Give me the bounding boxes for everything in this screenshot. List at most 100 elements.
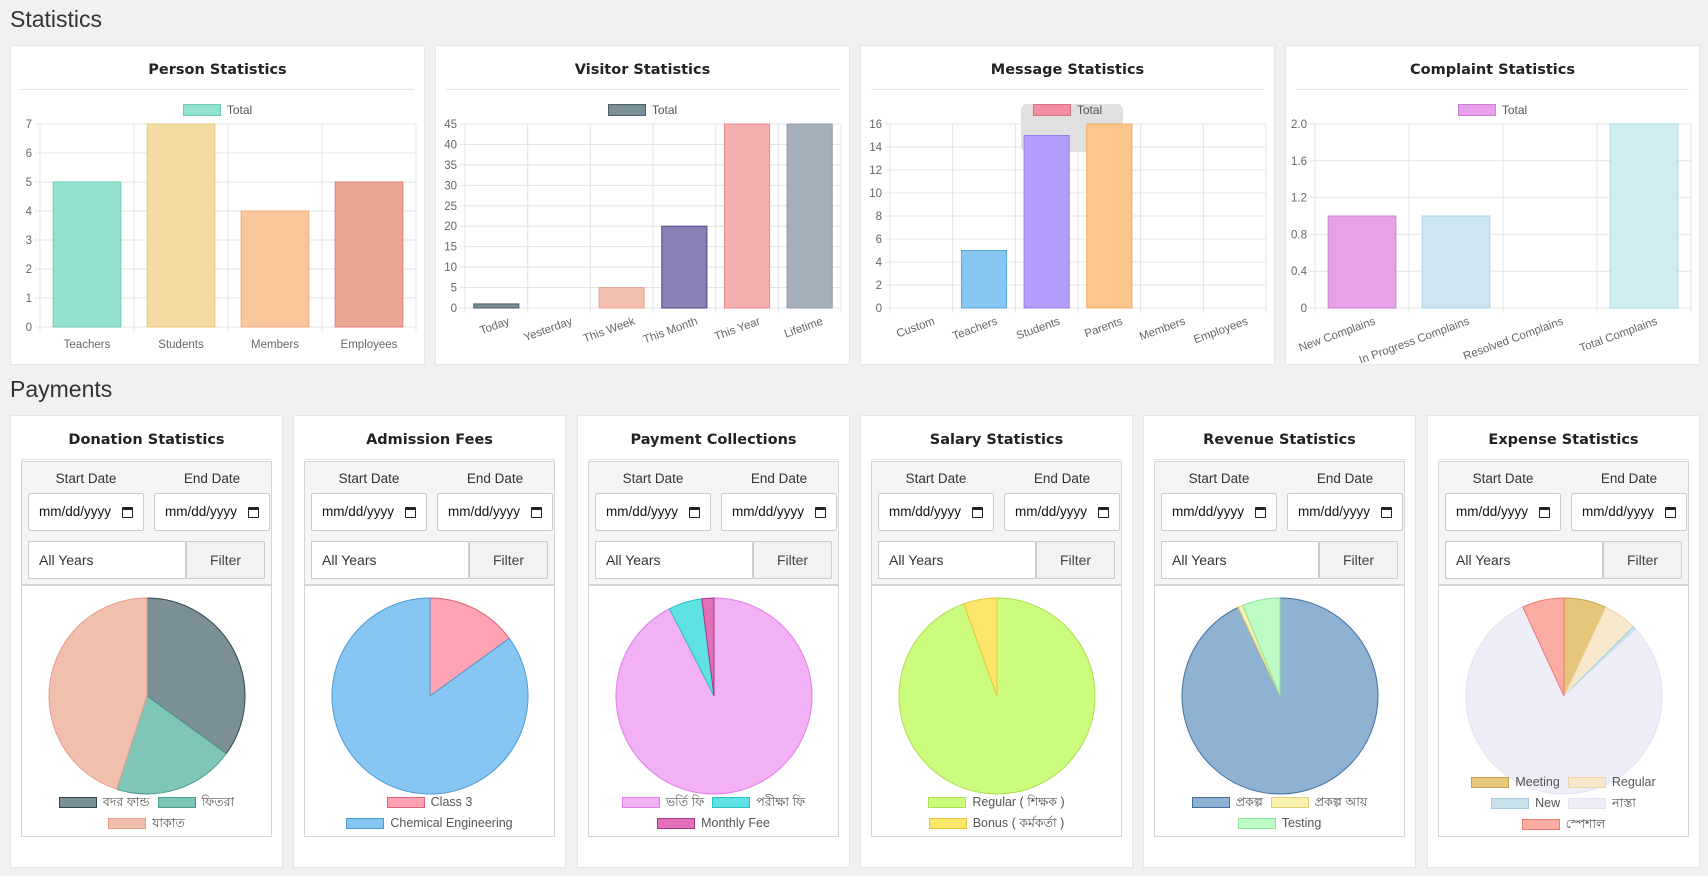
start-date-input[interactable]: mm/dd/yyyy <box>311 493 427 531</box>
legend-item[interactable]: নাস্তা <box>1568 793 1636 814</box>
start-date-input[interactable]: mm/dd/yyyy <box>878 493 994 531</box>
years-select[interactable]: All Years <box>1445 541 1603 579</box>
bar[interactable] <box>146 123 216 328</box>
pie-slice[interactable] <box>1465 606 1663 795</box>
legend-item[interactable]: প্রকল্প আয় <box>1270 792 1367 813</box>
pie-slice[interactable] <box>701 597 715 697</box>
chart-legend[interactable]: Total <box>1286 103 1699 117</box>
legend-item[interactable]: New <box>1491 793 1560 814</box>
filter-button[interactable]: Filter <box>753 541 832 579</box>
years-select[interactable]: All Years <box>1161 541 1319 579</box>
legend-label: যাকাত <box>152 816 185 830</box>
legend-item[interactable]: স্পেশাল <box>1521 814 1605 835</box>
legend-item[interactable]: Regular ( শিক্ষক ) <box>928 792 1065 813</box>
bar[interactable] <box>52 181 122 328</box>
pie-slice[interactable] <box>1522 597 1565 697</box>
legend-item[interactable]: Regular <box>1567 772 1656 793</box>
legend-swatch <box>108 818 147 829</box>
start-date-input[interactable]: mm/dd/yyyy <box>595 493 711 531</box>
pie-slice[interactable] <box>116 695 227 795</box>
x-tick-label: Resolved Complains <box>1462 315 1565 362</box>
pie-slice[interactable] <box>963 597 998 697</box>
bar[interactable] <box>598 287 645 309</box>
legend-item[interactable]: ভর্তি ফি <box>621 792 704 813</box>
bar[interactable] <box>1327 215 1397 309</box>
end-date-input[interactable]: mm/dd/yyyy <box>437 493 553 531</box>
calendar-icon[interactable] <box>1381 506 1392 518</box>
end-date-input[interactable]: mm/dd/yyyy <box>721 493 837 531</box>
pie-chart-area: প্রকল্প প্রকল্প আয় Testing <box>1154 585 1405 837</box>
start-date-input[interactable]: mm/dd/yyyy <box>28 493 144 531</box>
bar[interactable] <box>786 123 833 309</box>
years-select[interactable]: All Years <box>311 541 469 579</box>
calendar-icon[interactable] <box>815 506 826 518</box>
calendar-icon[interactable] <box>248 506 259 518</box>
chart-legend[interactable]: Total <box>11 103 424 117</box>
years-select[interactable]: All Years <box>878 541 1036 579</box>
end-date-input[interactable]: mm/dd/yyyy <box>154 493 270 531</box>
statistics-heading: Statistics <box>10 6 103 32</box>
calendar-icon[interactable] <box>1539 506 1550 518</box>
start-date-input[interactable]: mm/dd/yyyy <box>1445 493 1561 531</box>
years-select[interactable]: All Years <box>595 541 753 579</box>
legend-label: ফিতরা <box>201 795 235 809</box>
bar[interactable] <box>1421 215 1491 309</box>
chart-legend[interactable]: Total <box>861 103 1274 117</box>
bar[interactable] <box>334 181 404 328</box>
pie-legend: ভর্তি ফি পরীক্ষা ফি Monthly Fee <box>589 792 838 834</box>
pie-slice[interactable] <box>146 597 246 755</box>
bar[interactable] <box>661 225 708 309</box>
legend-swatch <box>1270 797 1309 808</box>
calendar-icon[interactable] <box>1098 506 1109 518</box>
bar[interactable] <box>240 210 310 328</box>
pie-slice[interactable] <box>331 597 529 795</box>
y-tick-label: 10 <box>444 262 457 274</box>
y-tick-label: 8 <box>876 211 882 223</box>
bar[interactable] <box>1609 123 1679 309</box>
legend-item[interactable]: Class 3 <box>386 792 473 813</box>
legend-item[interactable]: ফিতরা <box>157 792 235 813</box>
filter-button[interactable]: Filter <box>186 541 265 579</box>
end-date-label: End Date <box>183 471 241 486</box>
date-filter-form: Start Date End Date mm/dd/yyyy mm/dd/yyy… <box>871 461 1122 585</box>
pie-slice[interactable] <box>1242 597 1281 697</box>
legend-item[interactable]: Meeting <box>1471 772 1560 793</box>
start-date-input[interactable]: mm/dd/yyyy <box>1161 493 1277 531</box>
end-date-input[interactable]: mm/dd/yyyy <box>1287 493 1403 531</box>
legend-label: Class 3 <box>430 795 473 809</box>
filter-button[interactable]: Filter <box>1036 541 1115 579</box>
pie-chart-area: Meeting Regular New নাস্তা স্পেশাল <box>1438 585 1689 837</box>
legend-item[interactable]: পরীক্ষা ফি <box>712 792 805 813</box>
bar[interactable] <box>723 123 771 309</box>
y-tick-label: 4 <box>26 206 33 218</box>
legend-item[interactable]: Chemical Engineering <box>346 813 513 834</box>
end-date-input[interactable]: mm/dd/yyyy <box>1571 493 1687 531</box>
calendar-icon[interactable] <box>531 506 542 518</box>
calendar-icon[interactable] <box>1255 506 1266 518</box>
legend-item[interactable]: Testing <box>1237 813 1321 834</box>
end-date-input[interactable]: mm/dd/yyyy <box>1004 493 1120 531</box>
legend-item[interactable]: Bonus ( কর্মকর্তা ) <box>928 813 1064 834</box>
filter-button[interactable]: Filter <box>469 541 548 579</box>
filter-button[interactable]: Filter <box>1603 541 1682 579</box>
calendar-icon[interactable] <box>1665 506 1676 518</box>
calendar-icon[interactable] <box>405 506 416 518</box>
legend-item[interactable]: যাকাত <box>108 813 185 834</box>
years-select[interactable]: All Years <box>28 541 186 579</box>
x-tick-label: Employees <box>1192 315 1250 346</box>
legend-item[interactable]: প্রকল্প <box>1191 792 1263 813</box>
pie-slice[interactable] <box>429 597 510 697</box>
legend-item[interactable]: বদর ফান্ড <box>58 792 150 813</box>
filter-button[interactable]: Filter <box>1319 541 1398 579</box>
bar[interactable] <box>1023 135 1070 309</box>
chart-legend[interactable]: Total <box>436 103 849 117</box>
calendar-icon[interactable] <box>122 506 133 518</box>
bar[interactable] <box>1086 123 1133 309</box>
calendar-icon[interactable] <box>689 506 700 518</box>
bar[interactable] <box>960 250 1008 309</box>
legend-item[interactable]: Monthly Fee <box>657 813 770 834</box>
bar[interactable] <box>473 303 520 309</box>
pie-slice[interactable] <box>48 597 148 790</box>
calendar-icon[interactable] <box>972 506 983 518</box>
y-tick-label: 10 <box>869 188 882 200</box>
